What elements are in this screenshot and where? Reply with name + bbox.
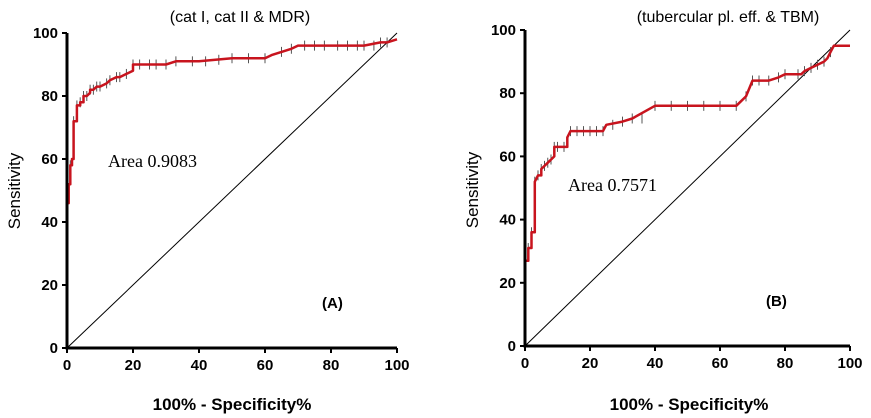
x-tick-label-a-60: 60 <box>257 357 274 374</box>
y-tick-label-a-80: 80 <box>41 88 58 105</box>
panel-label-a: (A) <box>322 295 343 312</box>
y-axis-title-a: Sensitivity <box>5 152 24 229</box>
chart-panel-a: (cat I, cat II & MDR) 0 20 40 60 80 100 0 20 40 6… <box>5 9 410 414</box>
roc-curve-b <box>523 44 850 346</box>
area-label-a: Area 0.9083 <box>108 151 197 171</box>
x-axis-title-a: 100% - Specificity% <box>153 395 312 414</box>
x-tick-label-a-100: 100 <box>384 357 409 374</box>
y-tick-label-b-20: 20 <box>499 275 516 292</box>
reference-diagonal-b <box>524 29 851 347</box>
censor-marks-b <box>527 47 831 254</box>
y-tick-label-a-40: 40 <box>41 214 58 231</box>
x-axis-title-b: 100% - Specificity% <box>610 395 769 414</box>
y-tick-label-b-40: 40 <box>499 212 516 229</box>
chart-panel-b: (tubercular pl. eff. & TBM) 0 20 40 60 80 100… <box>463 9 863 414</box>
y-tick-label-a-20: 20 <box>41 277 58 294</box>
x-tick-label-a-20: 20 <box>125 357 142 374</box>
x-tick-label-b-100: 100 <box>837 355 862 372</box>
panel-label-b: (B) <box>766 293 787 310</box>
y-tick-label-b-100: 100 <box>491 22 516 39</box>
tick-labels-a: 0 20 40 60 80 100 0 20 40 60 80 100 <box>33 25 410 374</box>
reference-diagonal-a <box>66 32 398 349</box>
x-tick-label-b-60: 60 <box>712 355 729 372</box>
y-tick-label-a-60: 60 <box>41 151 58 168</box>
roc-curve-a <box>65 38 398 348</box>
tick-labels-b: 0 20 40 60 80 100 0 20 40 60 80 100 <box>491 22 863 372</box>
x-tick-label-b-80: 80 <box>777 355 794 372</box>
y-tick-label-b-80: 80 <box>499 85 516 102</box>
y-tick-label-b-60: 60 <box>499 148 516 165</box>
x-tick-label-a-0: 0 <box>63 357 71 374</box>
x-tick-label-a-40: 40 <box>191 357 208 374</box>
y-tick-label-b-0: 0 <box>508 338 516 355</box>
y-tick-label-a-100: 100 <box>33 25 58 42</box>
chart-title-a: (cat I, cat II & MDR) <box>170 9 310 26</box>
x-tick-label-b-40: 40 <box>647 355 664 372</box>
x-tick-label-b-20: 20 <box>582 355 599 372</box>
chart-title-b: (tubercular pl. eff. & TBM) <box>637 9 820 26</box>
y-tick-label-a-0: 0 <box>50 340 58 357</box>
x-tick-label-b-0: 0 <box>521 355 529 372</box>
area-label-b: Area 0.7571 <box>568 175 657 195</box>
y-axis-title-b: Sensitivity <box>463 151 482 228</box>
x-tick-label-a-80: 80 <box>323 357 340 374</box>
